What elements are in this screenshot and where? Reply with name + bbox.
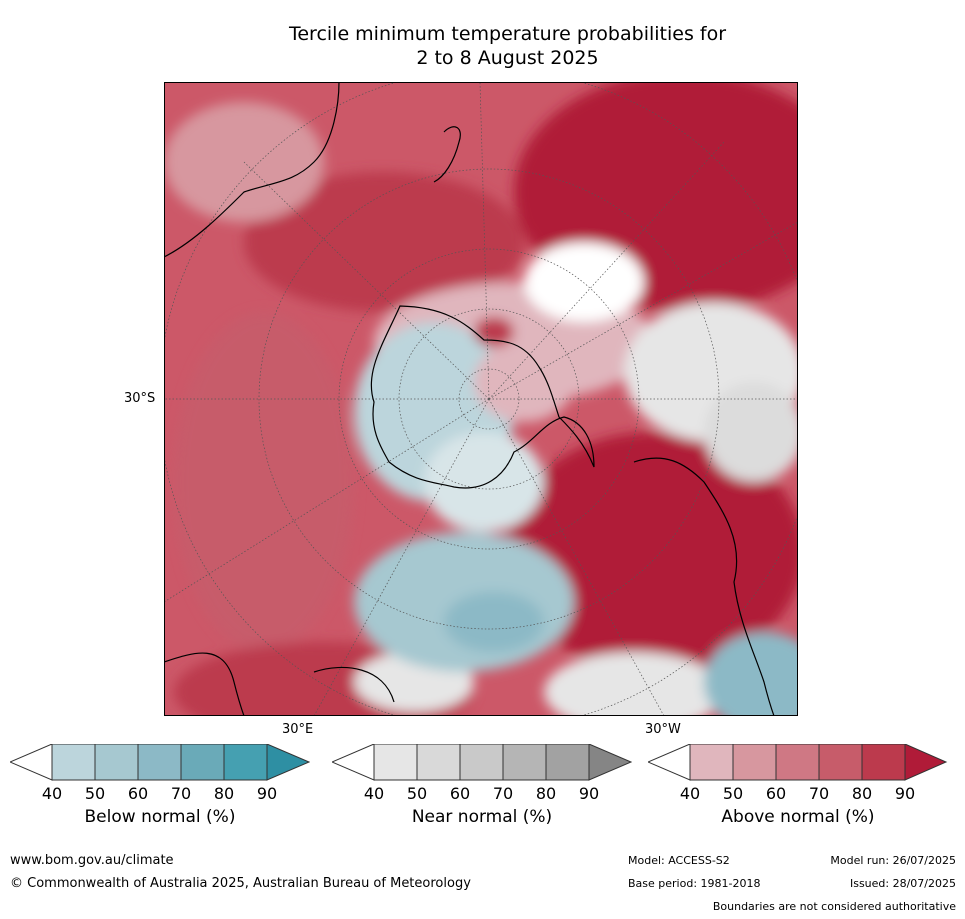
tick-label: 70 — [808, 784, 830, 803]
new-zealand-coast — [433, 126, 461, 183]
copyright-text: © Commonwealth of Australia 2025, Austra… — [10, 876, 471, 891]
tick-label: 40 — [679, 784, 701, 803]
coastlines — [164, 82, 775, 716]
above-normal-light-region — [474, 342, 574, 422]
tick-label: 80 — [851, 784, 873, 803]
above-normal-region — [244, 172, 524, 312]
tick-label: 40 — [363, 784, 385, 803]
south-america-coast — [633, 457, 775, 716]
antarctica-coast — [370, 305, 595, 489]
colorbar-below-normal-swatches — [8, 743, 311, 781]
map-canvas — [164, 82, 798, 716]
australia-coast — [164, 82, 340, 258]
tick-label: 60 — [765, 784, 787, 803]
colorbar-near-normal-label: Near normal (%) — [411, 807, 553, 827]
lon-label-30e: 30°E — [282, 722, 314, 737]
colorbar-near-normal: 40 50 60 70 80 90 — [330, 743, 633, 803]
tick-label: 60 — [449, 784, 471, 803]
model-run-text: Model run: 26/07/2025 — [830, 854, 956, 867]
near-normal-region — [524, 242, 644, 322]
lon-label-30w: 30°W — [645, 722, 681, 737]
below-normal-region — [424, 432, 544, 532]
title-line-1: Tercile minimum temperature probabilitie… — [288, 23, 727, 45]
colorbar-above-normal-swatches — [646, 743, 948, 781]
probability-map — [164, 82, 798, 716]
tick-label: 50 — [406, 784, 428, 803]
map-title: Tercile minimum temperature probabilitie… — [0, 22, 965, 70]
madagascar-coast — [313, 666, 395, 703]
tick-label: 50 — [722, 784, 744, 803]
tick-label: 90 — [578, 784, 600, 803]
issued-text: Issued: 28/07/2025 — [849, 877, 956, 890]
disclaimer-text: Boundaries are not considered authoritat… — [712, 900, 956, 913]
colorbar-near-normal-swatches — [330, 743, 633, 781]
tick-label: 90 — [256, 784, 278, 803]
probability-fields — [164, 82, 798, 716]
above-normal-region — [504, 432, 798, 672]
tick-label: 50 — [84, 784, 106, 803]
tick-label: 80 — [535, 784, 557, 803]
tick-label: 70 — [492, 784, 514, 803]
colorbar-above-normal: 40 50 60 70 80 90 — [646, 743, 948, 803]
below-normal-region — [444, 592, 544, 652]
africa-coast — [164, 652, 245, 716]
above-normal-region — [174, 312, 354, 652]
colorbar-below-normal: 40 50 60 70 80 90 — [8, 743, 311, 803]
title-line-2: 2 to 8 August 2025 — [416, 47, 599, 69]
tick-label: 40 — [41, 784, 63, 803]
model-text: Model: ACCESS-S2 — [628, 854, 730, 867]
lat-label-30s: 30°S — [124, 391, 156, 406]
base-period-text: Base period: 1981-2018 — [628, 877, 761, 890]
tick-label: 70 — [170, 784, 192, 803]
tick-label: 80 — [213, 784, 235, 803]
colorbar-below-normal-label: Below normal (%) — [84, 807, 236, 827]
near-normal-region — [544, 652, 724, 716]
tick-label: 90 — [894, 784, 916, 803]
graticule — [164, 82, 798, 716]
below-normal-region — [704, 632, 798, 716]
near-normal-region — [704, 382, 798, 482]
map-frame — [164, 82, 798, 716]
website-link[interactable]: www.bom.gov.au/climate — [10, 853, 174, 868]
colorbar-above-normal-label: Above normal (%) — [721, 807, 875, 827]
tick-label: 60 — [127, 784, 149, 803]
